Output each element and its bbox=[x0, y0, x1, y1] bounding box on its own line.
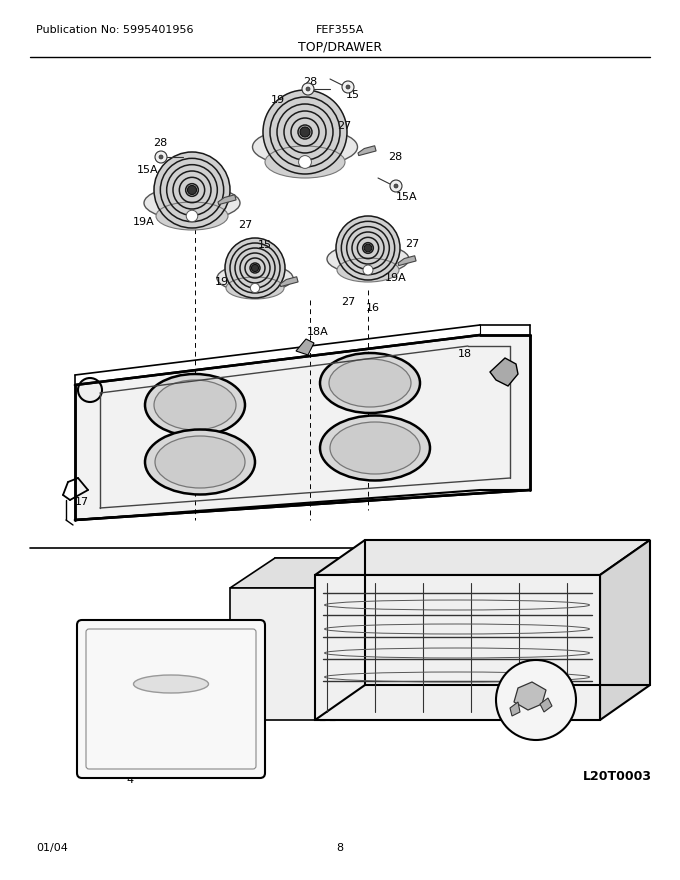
Text: L20T0003: L20T0003 bbox=[583, 769, 652, 782]
Circle shape bbox=[252, 264, 258, 272]
Ellipse shape bbox=[265, 146, 345, 178]
Ellipse shape bbox=[320, 353, 420, 413]
FancyBboxPatch shape bbox=[77, 620, 265, 778]
Circle shape bbox=[390, 180, 402, 192]
Circle shape bbox=[496, 660, 576, 740]
Ellipse shape bbox=[155, 436, 245, 488]
Ellipse shape bbox=[156, 202, 228, 230]
Ellipse shape bbox=[217, 264, 293, 292]
Circle shape bbox=[346, 85, 350, 89]
Ellipse shape bbox=[327, 244, 409, 274]
Polygon shape bbox=[335, 558, 380, 720]
Text: 27: 27 bbox=[341, 297, 355, 307]
Text: 19A: 19A bbox=[133, 217, 155, 227]
Text: 15A: 15A bbox=[396, 192, 418, 202]
Text: 2: 2 bbox=[286, 567, 294, 577]
Circle shape bbox=[154, 152, 230, 228]
Text: 19: 19 bbox=[215, 277, 229, 287]
Polygon shape bbox=[230, 588, 335, 720]
Text: 4: 4 bbox=[126, 775, 133, 785]
Polygon shape bbox=[296, 339, 314, 355]
Text: 27: 27 bbox=[238, 220, 252, 230]
Ellipse shape bbox=[330, 422, 420, 474]
Polygon shape bbox=[75, 335, 530, 520]
Text: Publication No: 5995401956: Publication No: 5995401956 bbox=[36, 25, 194, 35]
Polygon shape bbox=[514, 682, 546, 710]
Text: 17: 17 bbox=[75, 497, 89, 507]
Circle shape bbox=[342, 81, 354, 93]
Text: 1: 1 bbox=[602, 557, 609, 567]
Ellipse shape bbox=[145, 374, 245, 436]
Ellipse shape bbox=[145, 429, 255, 495]
Text: 15A: 15A bbox=[137, 165, 159, 175]
Circle shape bbox=[188, 186, 197, 194]
Text: TOP/DRAWER: TOP/DRAWER bbox=[298, 40, 382, 54]
Circle shape bbox=[78, 378, 102, 402]
Circle shape bbox=[336, 216, 400, 280]
Ellipse shape bbox=[320, 415, 430, 480]
Text: 8: 8 bbox=[337, 843, 343, 853]
Circle shape bbox=[394, 184, 398, 188]
Circle shape bbox=[186, 210, 198, 222]
Circle shape bbox=[263, 90, 347, 174]
Circle shape bbox=[155, 151, 167, 163]
Circle shape bbox=[250, 283, 260, 293]
Polygon shape bbox=[315, 575, 600, 720]
Text: FEF355A: FEF355A bbox=[316, 25, 364, 35]
Ellipse shape bbox=[252, 128, 358, 166]
Ellipse shape bbox=[337, 258, 399, 282]
Text: 19A: 19A bbox=[385, 273, 407, 283]
Polygon shape bbox=[315, 540, 650, 575]
Text: 19: 19 bbox=[271, 95, 285, 105]
Ellipse shape bbox=[329, 359, 411, 407]
Text: 28: 28 bbox=[388, 152, 402, 162]
Text: 18A: 18A bbox=[307, 327, 329, 337]
Ellipse shape bbox=[226, 277, 284, 299]
Circle shape bbox=[364, 244, 372, 252]
Ellipse shape bbox=[154, 380, 236, 430]
Polygon shape bbox=[218, 194, 236, 205]
Text: 15: 15 bbox=[346, 90, 360, 100]
Text: 27: 27 bbox=[405, 239, 419, 249]
Text: 15: 15 bbox=[258, 240, 272, 250]
Text: 28: 28 bbox=[153, 138, 167, 148]
Text: 28: 28 bbox=[303, 77, 317, 87]
Text: 18: 18 bbox=[458, 349, 472, 359]
Polygon shape bbox=[510, 702, 520, 716]
Ellipse shape bbox=[144, 186, 240, 220]
Polygon shape bbox=[230, 558, 380, 588]
Circle shape bbox=[306, 87, 310, 91]
Polygon shape bbox=[358, 146, 376, 156]
Circle shape bbox=[363, 265, 373, 275]
Polygon shape bbox=[398, 256, 416, 266]
Text: 16: 16 bbox=[366, 303, 380, 313]
Circle shape bbox=[225, 238, 285, 298]
Polygon shape bbox=[275, 558, 380, 690]
Polygon shape bbox=[540, 698, 552, 712]
Text: 27: 27 bbox=[337, 121, 351, 131]
Circle shape bbox=[302, 83, 314, 95]
Polygon shape bbox=[490, 358, 518, 386]
Polygon shape bbox=[600, 540, 650, 720]
Circle shape bbox=[159, 155, 163, 159]
Ellipse shape bbox=[133, 675, 209, 693]
Text: 01/04: 01/04 bbox=[36, 843, 68, 853]
Polygon shape bbox=[280, 276, 298, 287]
Text: 7: 7 bbox=[532, 695, 539, 705]
Circle shape bbox=[300, 127, 310, 137]
Circle shape bbox=[299, 156, 311, 168]
